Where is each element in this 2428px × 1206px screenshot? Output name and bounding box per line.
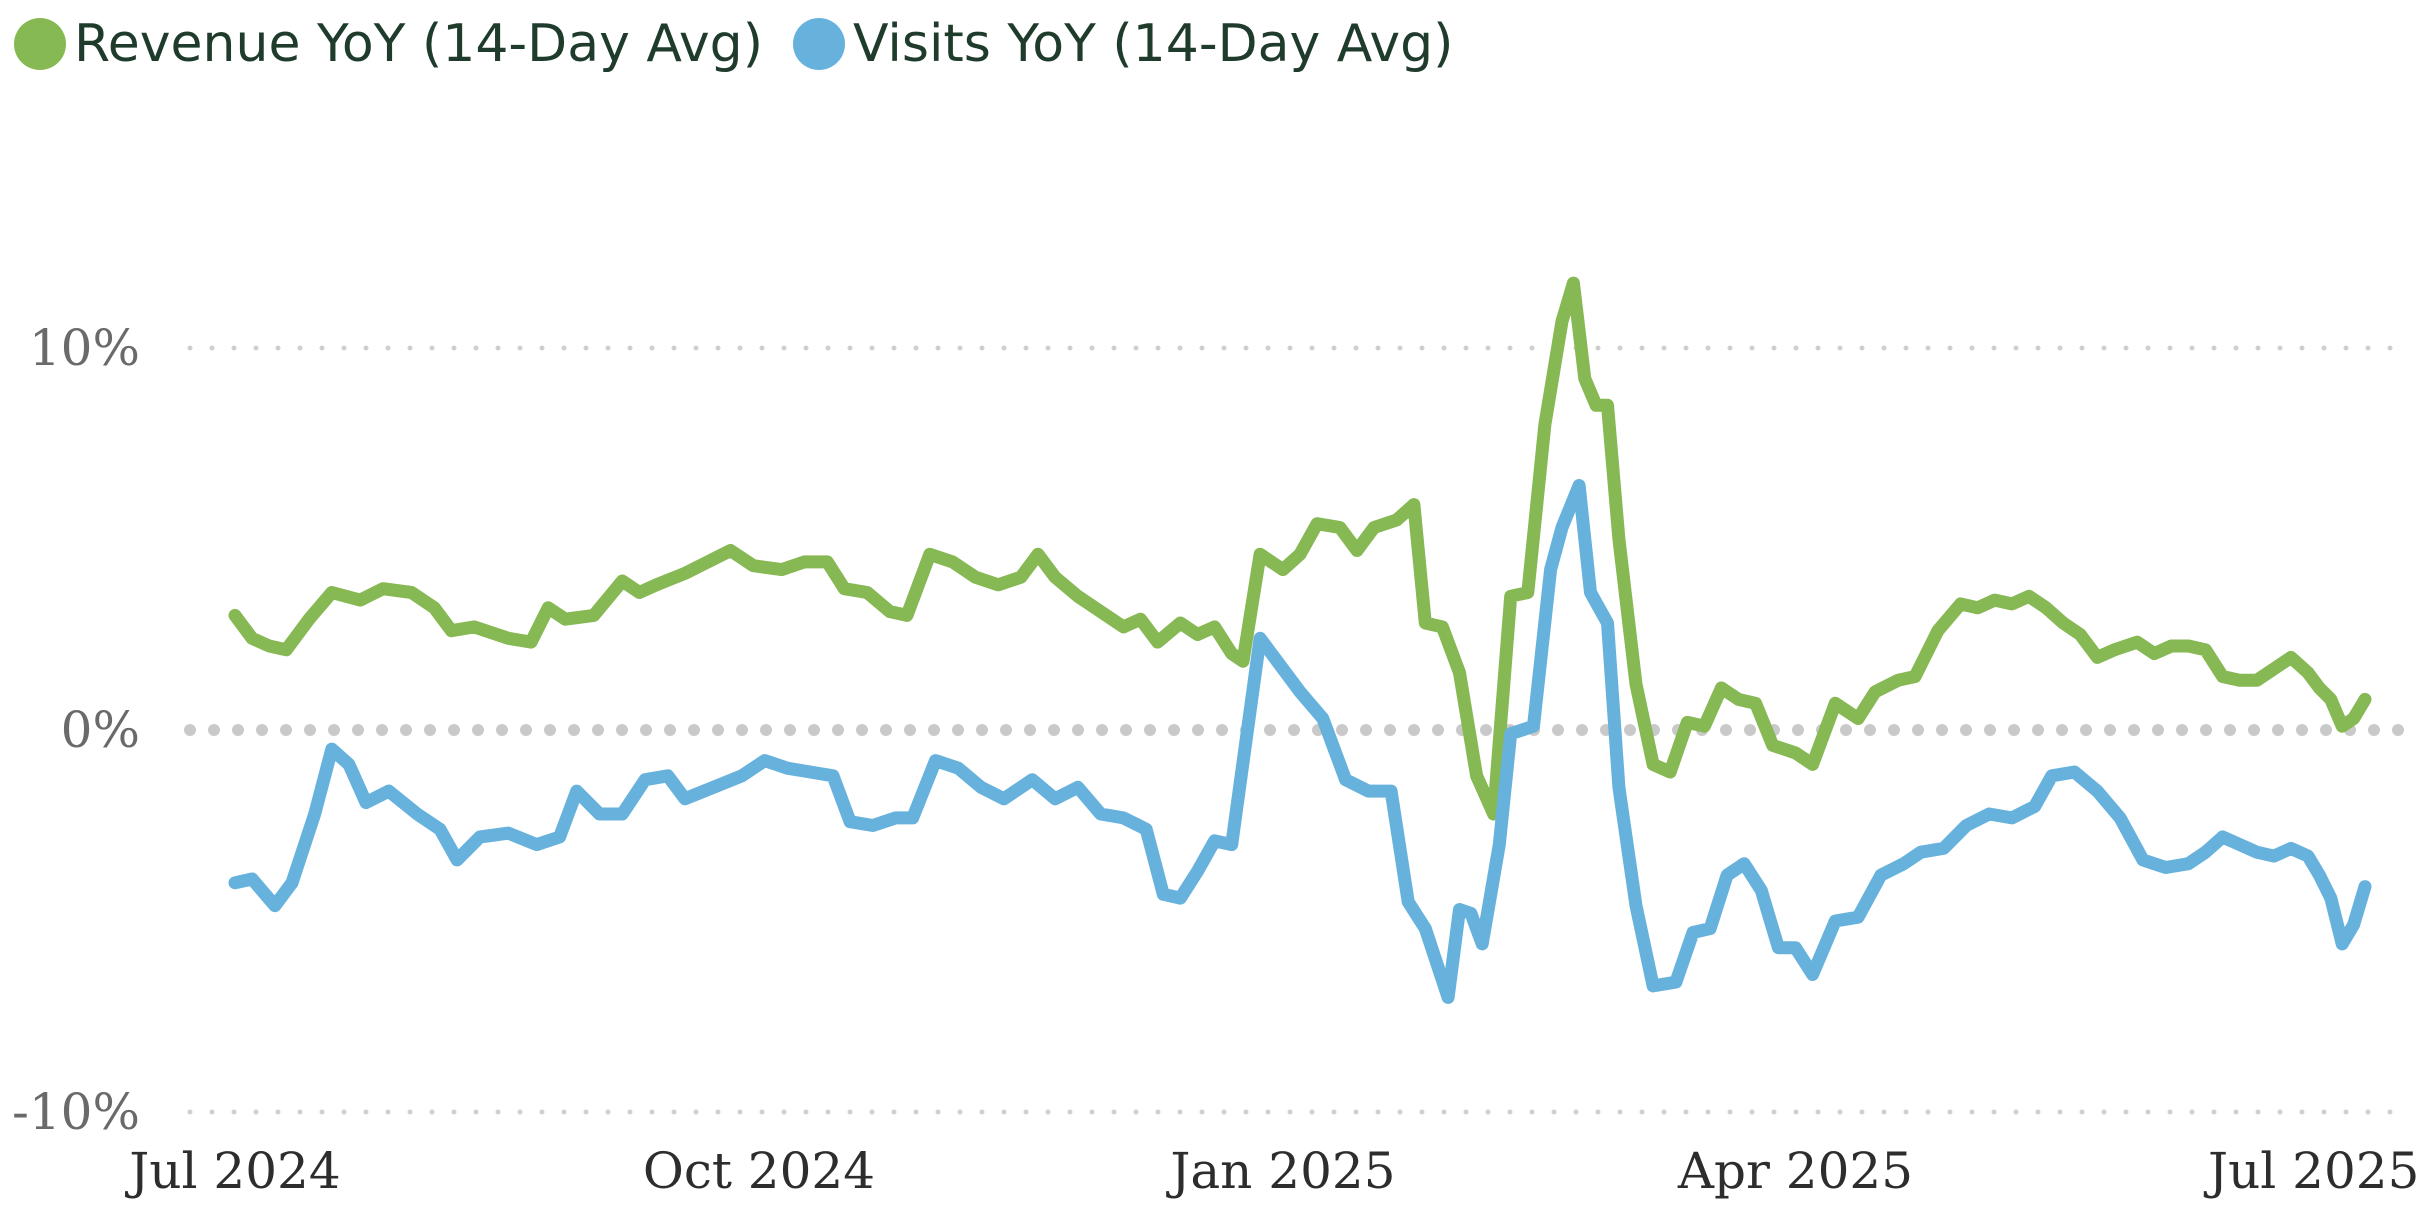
y-axis-ticks: -10% 0% 10% xyxy=(12,319,140,1141)
x-tick-label-0: Jul 2024 xyxy=(124,1142,340,1200)
legend: Revenue YoY (14-Day Avg) Visits YoY (14-… xyxy=(14,14,1453,74)
legend-label-visits: Visits YoY (14-Day Avg) xyxy=(852,14,1454,74)
legend-marker-revenue xyxy=(14,18,66,70)
legend-marker-visits xyxy=(792,18,845,70)
x-axis-ticks: Jul 2024 Oct 2024 Jan 2025 Apr 2025 Jul 2025 xyxy=(124,1142,2419,1200)
x-tick-label-2: Jan 2025 xyxy=(1165,1142,1395,1200)
legend-item-revenue[interactable]: Revenue YoY (14-Day Avg) xyxy=(14,14,763,74)
x-tick-label-4: Jul 2025 xyxy=(2203,1142,2419,1200)
series-line-1[interactable] xyxy=(228,479,2372,1004)
series-lines xyxy=(228,276,2372,1004)
series-line-0[interactable] xyxy=(228,276,2372,821)
y-tick-label-0: -10% xyxy=(12,1083,140,1141)
x-tick-label-1: Oct 2024 xyxy=(643,1142,875,1200)
x-tick-label-3: Apr 2025 xyxy=(1677,1142,1913,1200)
legend-label-revenue: Revenue YoY (14-Day Avg) xyxy=(74,14,763,74)
grid-lines xyxy=(184,345,2416,1115)
y-tick-label-1: 0% xyxy=(61,701,140,759)
y-tick-label-2: 10% xyxy=(29,319,140,377)
legend-item-visits[interactable]: Visits YoY (14-Day Avg) xyxy=(792,14,1454,74)
